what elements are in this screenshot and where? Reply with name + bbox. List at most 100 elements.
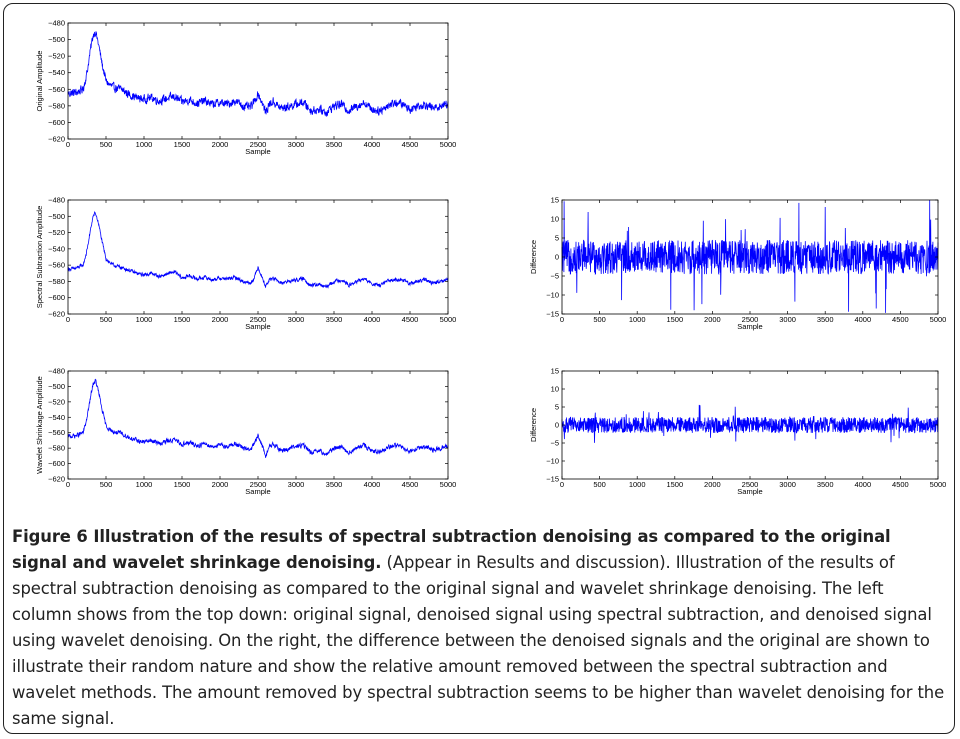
x-tick-label: 3500	[326, 315, 343, 324]
figure-frame	[3, 3, 955, 734]
y-axis-label: Original Amplitude	[35, 51, 44, 112]
x-tick-label: 4500	[402, 480, 419, 489]
caption-title: Figure 6 Illustration of the results of …	[12, 527, 891, 572]
y-tick-label: −600	[48, 459, 65, 468]
y-tick-label: −480	[48, 367, 65, 376]
y-tick-label: 10	[551, 385, 559, 394]
x-tick-label: 5000	[440, 140, 457, 149]
axes-box	[67, 199, 449, 315]
x-tick-label: 3000	[288, 315, 305, 324]
y-tick-label: 0	[555, 421, 559, 430]
x-tick-label: 3000	[288, 480, 305, 489]
x-tick-label: 1500	[666, 480, 683, 489]
x-tick-label: 500	[100, 315, 113, 324]
x-tick-label: 2000	[704, 480, 721, 489]
y-tick-label: −620	[48, 135, 65, 144]
x-tick-label: 4500	[892, 315, 909, 324]
y-tick-label: 5	[555, 403, 559, 412]
y-axis-label: Difference	[529, 240, 538, 274]
chart-diff-wavelet: 0 500 1000 1500 2000 2500 3000 3500 4000 4500 5000…	[529, 367, 946, 497]
x-tick-label: 0	[66, 480, 70, 489]
x-tick-label: 4000	[854, 315, 871, 324]
x-tick-label: 1000	[629, 480, 646, 489]
x-tick-label: 2500	[250, 140, 267, 149]
y-tick-label: −560	[48, 261, 65, 270]
x-tick-label: 0	[66, 140, 70, 149]
caption-body: (Appear in Results and discussion). Illu…	[12, 553, 945, 728]
x-tick-label: 0	[66, 315, 70, 324]
x-tick-label: 3000	[779, 480, 796, 489]
y-tick-label: −520	[48, 397, 65, 406]
x-tick-label: 4000	[854, 480, 871, 489]
x-tick-label: 3500	[326, 140, 343, 149]
x-tick-label: 1000	[136, 140, 153, 149]
x-tick-label: 4000	[364, 315, 381, 324]
x-tick-label: 2500	[742, 315, 759, 324]
x-tick-label: 4500	[402, 140, 419, 149]
axes-box	[67, 370, 449, 480]
x-tick-label: 1000	[629, 315, 646, 324]
x-tick-label: 5000	[930, 480, 947, 489]
y-tick-label: 10	[551, 215, 559, 224]
y-tick-label: −600	[48, 293, 65, 302]
y-axis-label: Difference	[529, 408, 538, 442]
series-line	[67, 210, 449, 289]
chart-diff-spectral: 0 500 1000 1500 2000 2500 3000 3500 4000 4500 5000…	[529, 196, 946, 332]
y-tick-label: −620	[48, 475, 65, 484]
y-tick-label: −620	[48, 310, 65, 319]
x-tick-label: 2000	[212, 140, 229, 149]
x-tick-label: 4000	[364, 480, 381, 489]
y-tick-label: −520	[48, 52, 65, 61]
chart-wavelet: 0 500 1000 1500 2000 2500 3000 3500 4000 4500 5000…	[35, 367, 456, 497]
axes-box	[67, 22, 449, 140]
x-tick-label: 4500	[892, 480, 909, 489]
y-tick-label: −520	[48, 228, 65, 237]
x-tick-label: 500	[100, 140, 113, 149]
y-axis-label: Wavelet Shrinkage Amplitude	[35, 376, 44, 474]
y-tick-label: −560	[48, 428, 65, 437]
x-tick-label: 4500	[402, 315, 419, 324]
y-tick-label: −580	[48, 277, 65, 286]
y-tick-label: −500	[48, 382, 65, 391]
x-tick-label: 4000	[364, 140, 381, 149]
y-tick-label: −480	[48, 196, 65, 205]
series-line	[67, 378, 449, 458]
x-tick-label: 5000	[930, 315, 947, 324]
x-tick-label: 3500	[817, 315, 834, 324]
x-tick-label: 500	[593, 480, 606, 489]
x-tick-label: 2500	[250, 315, 267, 324]
x-tick-label: 5000	[440, 480, 457, 489]
y-tick-label: −540	[48, 413, 65, 422]
y-tick-label: 5	[555, 234, 559, 243]
x-axis-label: Sample	[245, 322, 270, 331]
x-tick-label: 1500	[174, 480, 191, 489]
x-tick-label: 2000	[212, 480, 229, 489]
x-axis-label: Sample	[737, 322, 762, 331]
x-tick-label: 1500	[174, 140, 191, 149]
chart-spectral: 0 500 1000 1500 2000 2500 3000 3500 4000 4500 5000…	[35, 196, 456, 332]
series-line	[561, 199, 939, 313]
x-tick-label: 3000	[779, 315, 796, 324]
y-tick-label: 15	[551, 196, 559, 205]
x-tick-label: 1500	[666, 315, 683, 324]
y-tick-label: −600	[48, 118, 65, 127]
x-axis-label: Sample	[245, 487, 270, 496]
x-axis-label: Sample	[737, 487, 762, 496]
y-tick-label: −560	[48, 85, 65, 94]
x-tick-label: 2000	[212, 315, 229, 324]
x-tick-label: 1500	[174, 315, 191, 324]
x-tick-label: 2500	[742, 480, 759, 489]
x-tick-label: 3500	[326, 480, 343, 489]
y-tick-label: −10	[546, 291, 559, 300]
y-tick-label: −15	[546, 475, 559, 484]
x-tick-label: 1000	[136, 480, 153, 489]
x-tick-label: 1000	[136, 315, 153, 324]
y-tick-label: −580	[48, 101, 65, 110]
y-tick-label: −480	[48, 19, 65, 28]
y-tick-label: 15	[551, 367, 559, 376]
x-tick-label: 500	[100, 480, 113, 489]
y-tick-label: 0	[555, 253, 559, 262]
y-axis-label: Spectral Subtraction Amplitude	[35, 206, 44, 309]
y-tick-label: −500	[48, 35, 65, 44]
x-tick-label: 5000	[440, 315, 457, 324]
